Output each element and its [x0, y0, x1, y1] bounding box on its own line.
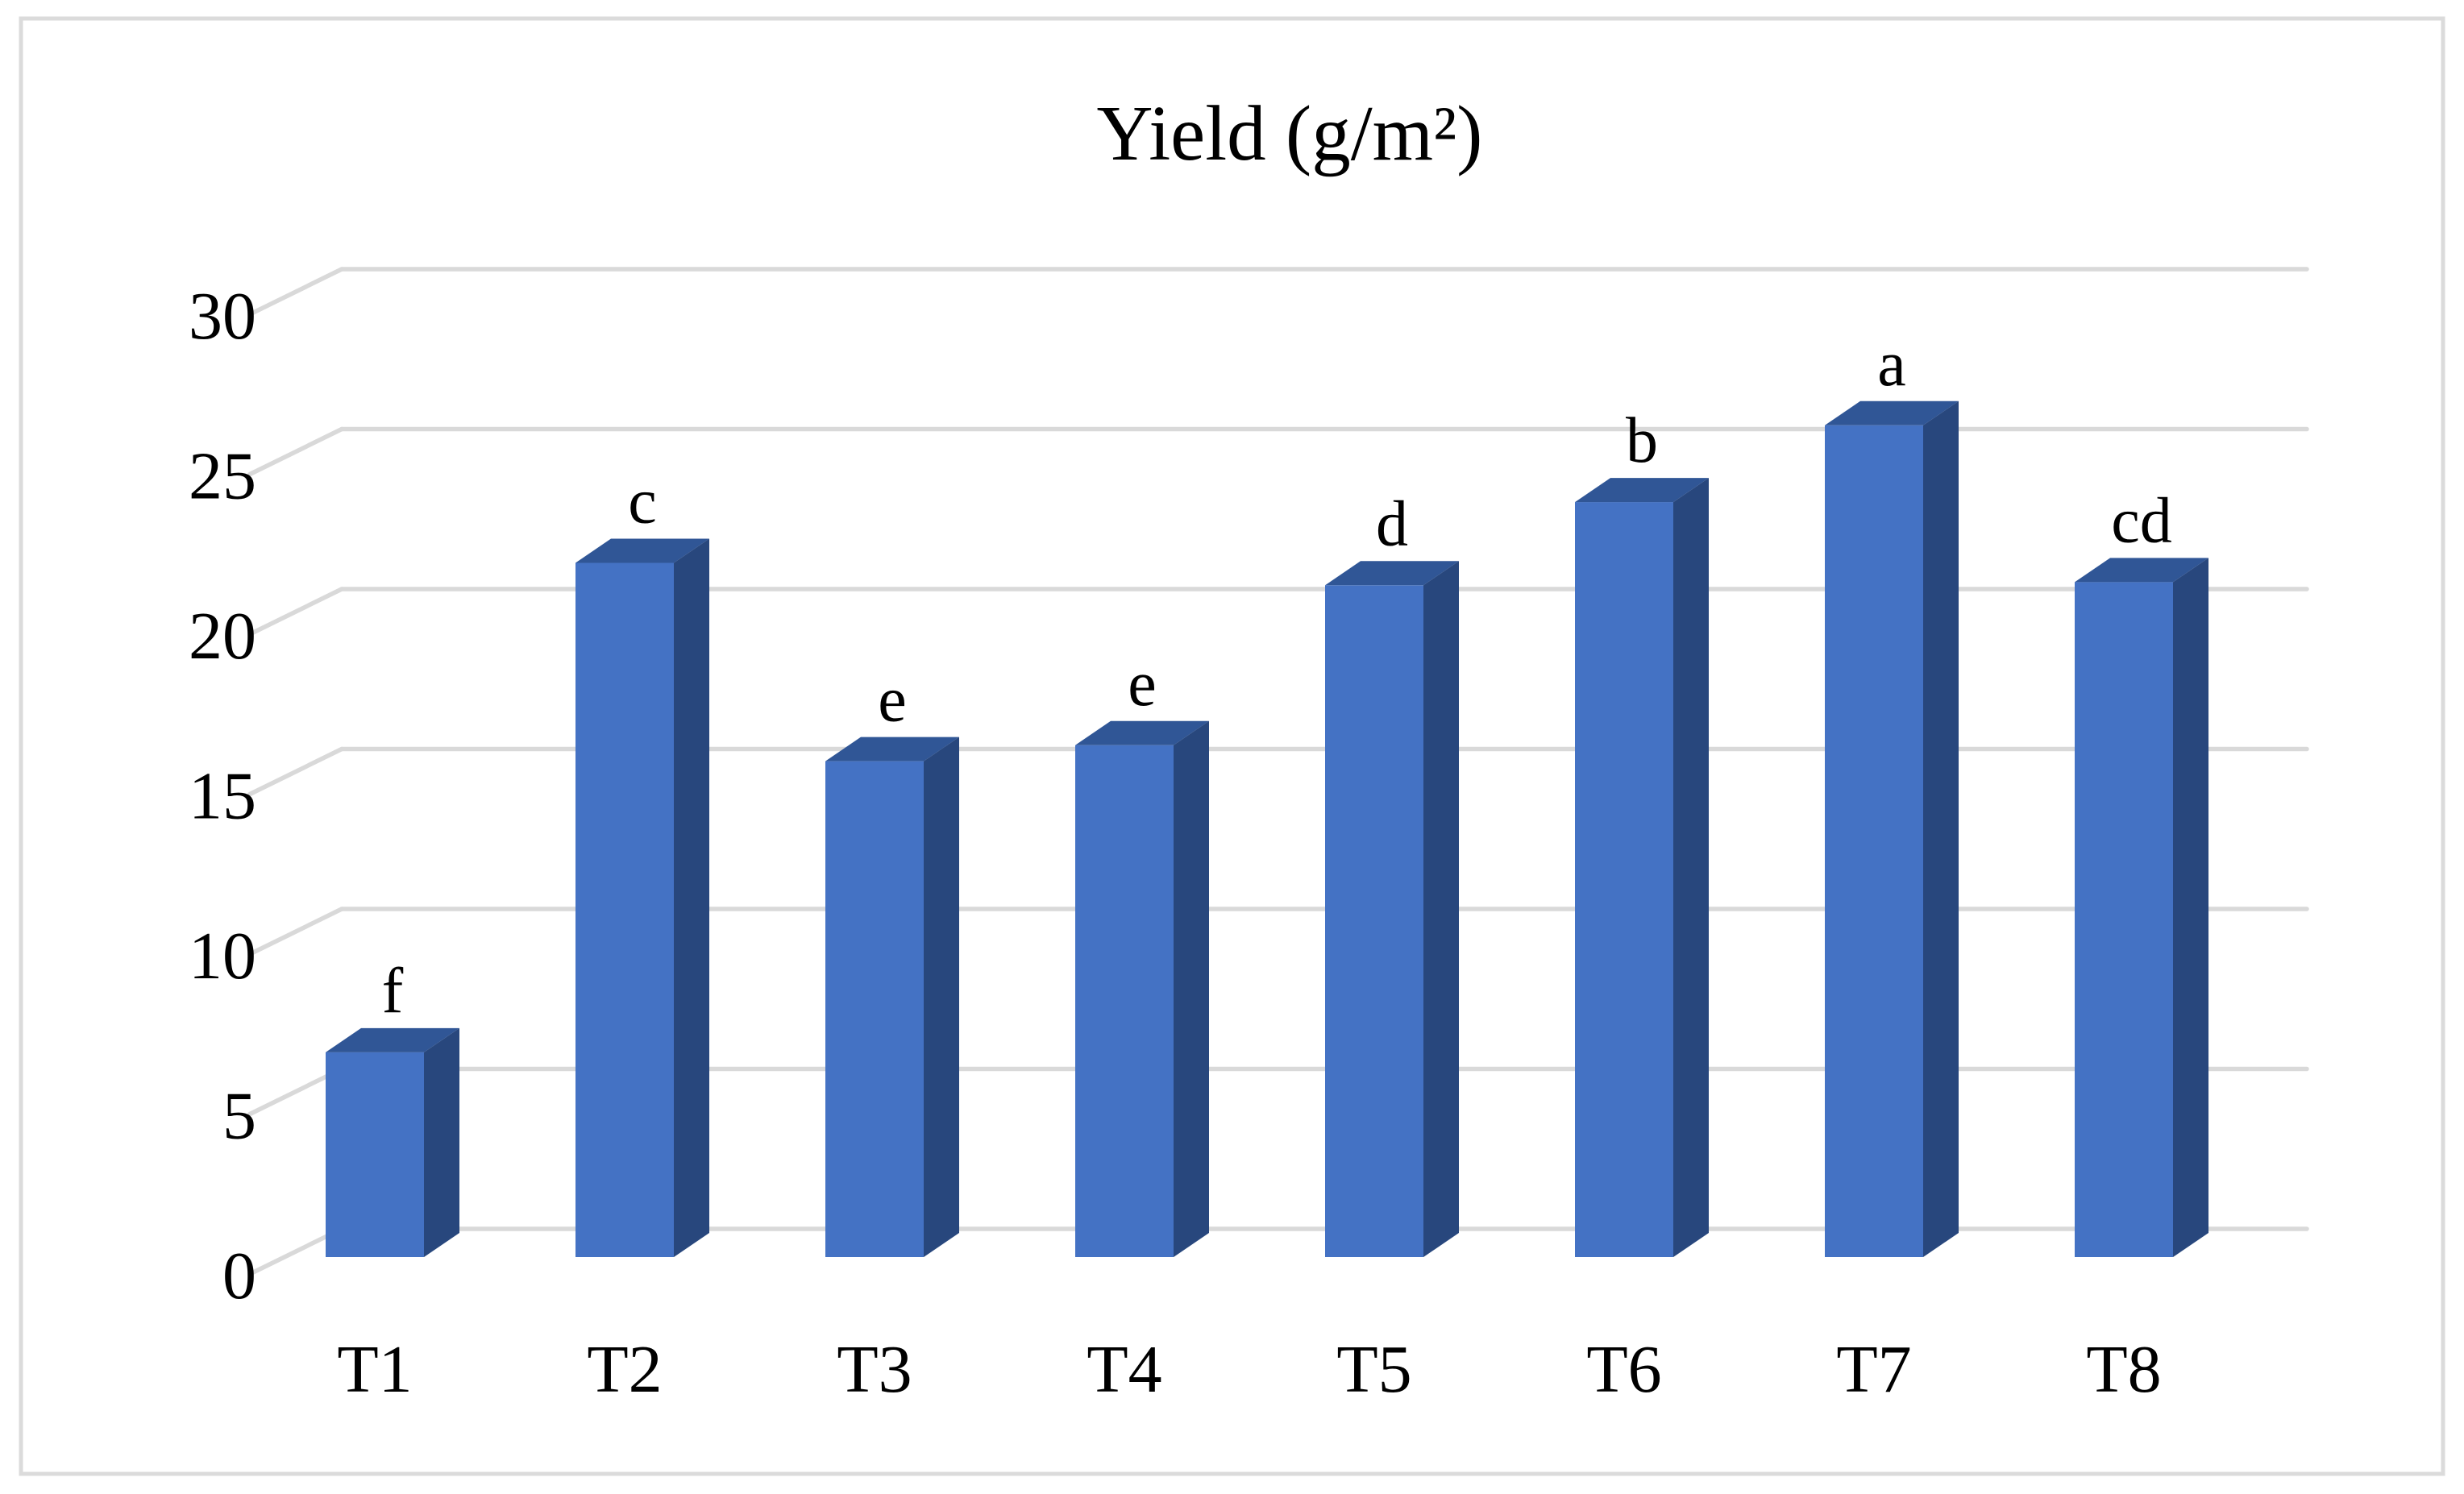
bar-side-face-T4 — [1174, 720, 1209, 1257]
gridline-depth-25 — [247, 426, 344, 477]
bar-T7 — [1825, 425, 1923, 1257]
bar-top-face-T7 — [1825, 400, 1959, 425]
category-label-T3: T3 — [837, 1332, 912, 1407]
bar-side-face-T2 — [674, 538, 709, 1257]
bar-side-face-T6 — [1673, 478, 1709, 1257]
bar-T1 — [326, 1052, 424, 1257]
bar-top-face-T8 — [2075, 558, 2208, 583]
y-tick-label-25: 25 — [189, 439, 256, 514]
bar-top-face-T6 — [1575, 478, 1709, 503]
significance-letter-T6: b — [1626, 405, 1658, 476]
y-tick-label-10: 10 — [189, 919, 256, 994]
gridline-depth-30 — [247, 267, 344, 317]
y-tick-label-5: 5 — [222, 1079, 256, 1154]
significance-letter-T2: c — [628, 467, 657, 537]
x-axis-labels: T1 T2 T3 T4 T5 T6 T7 T8 — [337, 1332, 2161, 1407]
y-tick-label-20: 20 — [189, 599, 256, 674]
gridlines — [247, 267, 2309, 1276]
bar-T5 — [1325, 585, 1423, 1257]
category-label-T5: T5 — [1336, 1332, 1411, 1407]
bar-side-face-T3 — [924, 737, 959, 1257]
bars — [326, 400, 2208, 1257]
bar-top-face-T2 — [575, 538, 709, 563]
significance-letter-T7: a — [1877, 329, 1906, 400]
bar-top-face-T4 — [1075, 720, 1209, 745]
gridline-depth-10 — [247, 907, 344, 957]
category-label-T6: T6 — [1586, 1332, 1661, 1407]
y-tick-label-0: 0 — [222, 1239, 256, 1313]
y-tick-label-30: 30 — [189, 279, 256, 354]
category-label-T2: T2 — [587, 1332, 662, 1407]
category-label-T7: T7 — [1836, 1332, 1911, 1407]
significance-letter-T4: e — [1128, 649, 1157, 720]
chart-title: Yield (g/m²) — [1097, 90, 1483, 176]
category-label-T1: T1 — [337, 1332, 412, 1407]
bar-top-face-T5 — [1325, 561, 1459, 586]
bar-T6 — [1575, 502, 1673, 1257]
bar-side-face-T1 — [424, 1027, 459, 1257]
significance-letter-T3: e — [878, 665, 907, 736]
significance-letter-T8: cd — [2111, 485, 2172, 556]
bar-top-face-T1 — [326, 1027, 459, 1052]
bar-T2 — [575, 562, 674, 1257]
bar-top-face-T3 — [825, 737, 959, 762]
bar-T8 — [2075, 582, 2173, 1257]
bar-T3 — [825, 761, 924, 1257]
figure-border — [19, 16, 2445, 1476]
bar-side-face-T5 — [1423, 561, 1459, 1257]
bar-side-face-T7 — [1923, 400, 1959, 1257]
category-label-T4: T4 — [1087, 1332, 1161, 1407]
gridline-depth-15 — [247, 746, 344, 797]
y-axis-labels: 0 5 10 15 20 25 30 — [189, 279, 256, 1313]
category-label-T8: T8 — [2086, 1332, 2161, 1407]
bar-side-face-T8 — [2173, 558, 2208, 1257]
bar-T4 — [1075, 745, 1174, 1257]
significance-letter-T1: f — [382, 956, 404, 1027]
significance-letters: f c e e d b a cd — [382, 329, 2172, 1027]
significance-letter-T5: d — [1376, 488, 1408, 559]
y-tick-label-15: 15 — [189, 759, 256, 834]
gridline-depth-20 — [247, 587, 344, 637]
